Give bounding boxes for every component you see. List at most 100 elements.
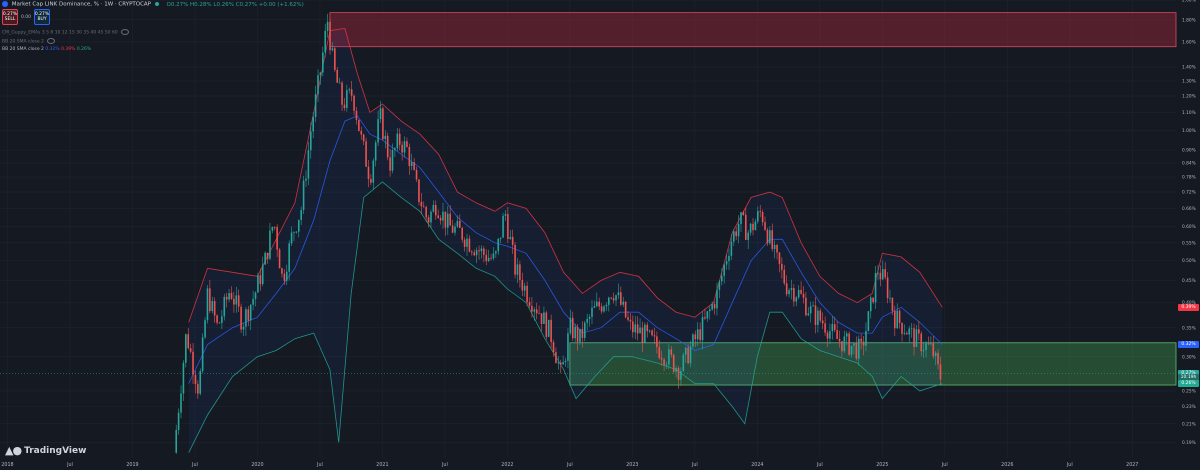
candle-body	[271, 226, 274, 231]
candle-body	[896, 310, 899, 329]
chart-title[interactable]: Market Cap LINK Dominance, % · 1W · CRYP…	[11, 1, 151, 8]
candle-body	[867, 311, 870, 332]
candle-body	[307, 150, 310, 179]
candle-body	[538, 313, 540, 315]
candle-body	[629, 319, 632, 322]
candle-body	[471, 251, 473, 253]
candle-body	[771, 230, 774, 249]
candle-body	[608, 297, 610, 305]
candle-body	[665, 364, 668, 366]
candle-body	[723, 264, 725, 276]
candle-body	[415, 169, 418, 180]
candle-body	[475, 250, 478, 256]
x-tick-label: 2025	[876, 462, 888, 468]
candle-body	[915, 329, 918, 347]
candle-body	[285, 271, 288, 281]
candle-body	[516, 264, 519, 275]
bb-basis-value: 0.32%	[45, 47, 60, 52]
eye-icon[interactable]	[46, 38, 55, 44]
candle-body	[855, 342, 858, 359]
candle-body	[925, 343, 927, 350]
buy-label: BUY	[37, 17, 47, 22]
candle-body	[326, 21, 329, 31]
candle-body	[930, 343, 932, 345]
candle-body	[644, 324, 646, 343]
tradingview-logo-text: TradingView	[24, 445, 87, 456]
candle-body	[778, 252, 781, 264]
candle-body	[266, 252, 269, 259]
y-tick-label: 0.21%	[1182, 421, 1196, 427]
sell-button[interactable]: 0.27% SELL	[2, 9, 18, 25]
buy-button[interactable]: 0.27% BUY	[34, 9, 51, 25]
x-tick-label: Jul	[691, 462, 698, 468]
candle-body	[735, 231, 737, 237]
candle-body	[740, 212, 742, 224]
candle-body	[764, 222, 766, 230]
candle-body	[314, 94, 317, 117]
candle-body	[288, 243, 290, 272]
candle-body	[557, 362, 560, 364]
candle-body	[499, 237, 502, 239]
candle-body	[418, 179, 420, 203]
candle-body	[384, 135, 387, 140]
sell-price: 0.27%	[2, 12, 18, 17]
candle-body	[276, 227, 278, 250]
candle-body	[331, 48, 334, 51]
candle-body	[814, 305, 817, 325]
candle-body	[894, 311, 896, 329]
candle-body	[850, 345, 853, 355]
candle-body	[230, 293, 233, 299]
eye-icon[interactable]	[120, 29, 129, 35]
candle-body	[848, 333, 850, 355]
candle-body	[617, 292, 620, 296]
candle-body	[857, 338, 860, 359]
candle-body	[567, 333, 569, 361]
candle-body	[408, 146, 411, 167]
candle-body	[612, 298, 615, 301]
candle-body	[444, 211, 447, 228]
indicator-guppy-label: CM_Guppy_EMAs 3 5 8 10 12 15 30 35 40 45…	[2, 30, 118, 36]
candle-body	[682, 354, 685, 371]
candle-body	[853, 342, 855, 346]
candle-body	[901, 322, 903, 334]
candle-body	[264, 252, 266, 265]
candle-body	[401, 144, 403, 153]
candle-body	[706, 311, 709, 319]
candle-body	[362, 134, 365, 142]
candle-body	[485, 254, 488, 262]
candle-body	[807, 313, 810, 316]
indicator-guppy-legend[interactable]: CM_Guppy_EMAs 3 5 8 10 12 15 30 35 40 45…	[2, 29, 129, 36]
spread-value: 0.00	[21, 14, 32, 20]
candle-body	[684, 347, 687, 355]
x-tick-label: 2018	[1, 462, 13, 468]
bb-lower-line	[188, 181, 943, 453]
candle-body	[730, 241, 733, 256]
candle-body	[511, 236, 514, 245]
candle-body	[502, 215, 504, 238]
candle-body	[660, 358, 663, 360]
candle-body	[329, 21, 331, 51]
candle-body	[579, 328, 581, 342]
candle-body	[420, 202, 423, 207]
candle-body	[689, 346, 692, 364]
indicator-bb-legend-2[interactable]: BB 20 SMA close 2 0.32% 0.39% 0.26%	[2, 47, 91, 52]
tradingview-logo[interactable]: ▲● TradingView	[5, 444, 86, 457]
candle-body	[711, 304, 713, 310]
candle-body	[459, 220, 461, 228]
y-tick-label: 0.40%	[1182, 300, 1196, 306]
candle-body	[898, 310, 901, 323]
candle-body	[699, 329, 701, 341]
trade-panel: 0.27% SELL 0.00 0.27% BUY	[2, 9, 51, 25]
candle-body	[725, 261, 728, 265]
candle-body	[358, 119, 360, 131]
candle-body	[694, 334, 697, 340]
indicator-bb-legend-1[interactable]: BB 20 SMA close 2	[2, 38, 55, 45]
candle-body	[559, 362, 562, 365]
candle-body	[831, 324, 834, 332]
candle-body	[550, 319, 552, 343]
candle-body	[889, 297, 891, 299]
candle-body	[891, 297, 894, 312]
candle-body	[194, 374, 197, 385]
